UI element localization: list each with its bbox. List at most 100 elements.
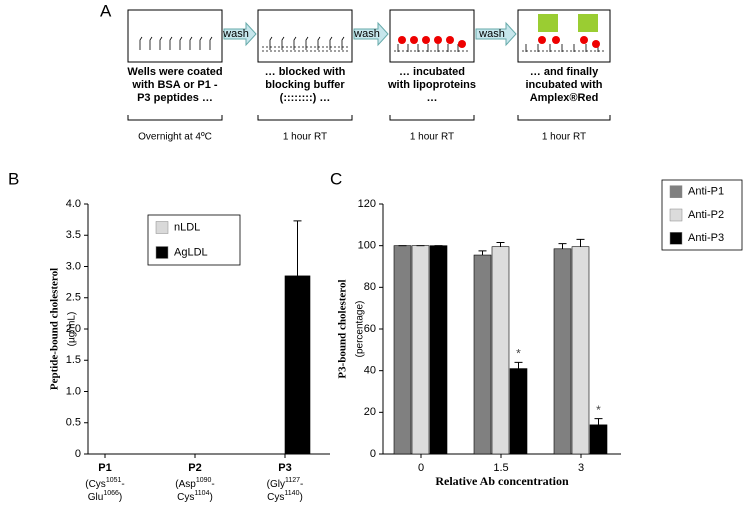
bracket (517, 115, 611, 121)
panel-label: A (100, 1, 112, 20)
x-tick-detail: (Asp1090- (175, 477, 214, 490)
detail-part: Glu (88, 492, 104, 503)
step-caption: (::::::::) … (280, 92, 331, 104)
step-caption: Amplex®Red (530, 92, 599, 104)
bar (429, 245, 448, 455)
x-tick-label: P2 (188, 462, 201, 474)
y-axis-unit: (percentage) (355, 301, 366, 358)
bar (473, 254, 492, 455)
y-tick-label: 0.5 (66, 417, 81, 429)
y-tick-label: 4.0 (66, 198, 81, 210)
bracket (257, 115, 353, 121)
bracket (127, 115, 223, 121)
step-caption: … (427, 92, 438, 104)
y-tick-label: 60 (364, 323, 376, 335)
legend-label: Anti-P2 (688, 209, 724, 221)
panel-label: B (8, 169, 19, 188)
detail-part: - (121, 479, 124, 490)
legend-label: nLDL (174, 221, 200, 233)
step-caption: … incubated (399, 66, 465, 78)
error-bar (514, 361, 523, 369)
detail-part: ) (119, 492, 122, 503)
step-caption: … and finally (530, 66, 599, 78)
error-bar (496, 242, 505, 247)
y-tick-label: 2.5 (66, 292, 81, 304)
legend-swatch (669, 208, 683, 222)
arrow-label: wash (478, 28, 505, 40)
bracket (389, 115, 475, 121)
wells (127, 9, 611, 63)
y-axis-title: Peptide-bound cholesterol (49, 268, 61, 390)
x-tick-detail: (Gly1127- (267, 477, 304, 490)
annotation: * (516, 347, 521, 361)
error-bar (293, 220, 302, 276)
bar (411, 245, 430, 455)
error-bar (558, 243, 567, 249)
arrow (223, 21, 257, 47)
step-caption: with lipoproteins (387, 79, 476, 91)
x-tick-label: P3 (278, 462, 291, 474)
bar (571, 246, 590, 455)
bar (284, 275, 311, 455)
y-tick-label: 0 (75, 448, 81, 460)
detail-part: Cys (267, 492, 284, 503)
x-axis-title: Relative Ab concentration (435, 474, 569, 488)
y-tick-label: 1.5 (66, 354, 81, 366)
error-bar (576, 238, 585, 247)
step-time: 1 hour RT (542, 132, 586, 143)
x-tick-label: P1 (98, 462, 111, 474)
y-tick-label: 0 (370, 448, 376, 460)
y-tick-label: 120 (358, 198, 376, 210)
detail-part: (Cys (85, 479, 106, 490)
legend-label: Anti-P1 (688, 186, 724, 198)
x-tick-detail: Glu1066) (88, 490, 122, 503)
arrow (475, 21, 517, 47)
step-time: 1 hour RT (283, 132, 327, 143)
detail-part: - (211, 479, 214, 490)
y-axis-unit: (µg/mL) (67, 312, 78, 347)
annotation: * (596, 403, 601, 417)
y-tick-label: 1.0 (66, 385, 81, 397)
error-bar (478, 250, 487, 256)
detail-part: 1104 (194, 490, 209, 497)
x-tick-label: 3 (578, 462, 584, 474)
detail-part: 1066 (103, 490, 119, 497)
legend-swatch (669, 185, 683, 198)
detail-part: (Asp (175, 479, 196, 490)
bar (589, 424, 608, 455)
y-tick-label: 20 (364, 406, 376, 418)
step-caption: … blocked with (265, 66, 346, 78)
y-tick-label: 80 (364, 281, 376, 293)
x-tick-detail: (Cys1051- (85, 477, 124, 490)
legend-swatch (669, 232, 683, 245)
bar (393, 245, 412, 455)
step-time: Overnight at 4ºC (138, 132, 212, 143)
bar (509, 368, 528, 455)
detail-part: ) (299, 492, 302, 503)
detail-part: 1127 (285, 477, 300, 484)
legend-swatch (155, 221, 169, 234)
arrow (353, 21, 389, 47)
detail-part: - (300, 479, 303, 490)
legend-swatch (155, 246, 169, 259)
error-bar (594, 418, 603, 425)
y-tick-label: 3.0 (66, 260, 81, 272)
bar (553, 248, 572, 455)
x-tick-detail: Cys1104) (177, 490, 213, 503)
x-tick-label: 1.5 (493, 462, 508, 474)
detail-part: ) (209, 492, 212, 503)
detail-part: 1090 (196, 477, 212, 484)
y-tick-label: 2.0 (66, 323, 81, 335)
panel-label: C (330, 169, 342, 188)
legend-label: Anti-P3 (688, 232, 724, 244)
step-caption: P3 peptides … (137, 92, 213, 104)
step-caption: with BSA or P1 - (131, 79, 217, 91)
step-caption: Wells were coated (127, 66, 222, 78)
y-tick-label: 40 (364, 365, 376, 377)
detail-part: 1140 (284, 490, 299, 497)
step-caption: blocking buffer (265, 79, 345, 91)
detail-part: (Gly (267, 479, 285, 490)
y-axis-title: P3-bound cholesterol (337, 279, 349, 378)
x-tick-detail: Cys1140) (267, 490, 303, 503)
